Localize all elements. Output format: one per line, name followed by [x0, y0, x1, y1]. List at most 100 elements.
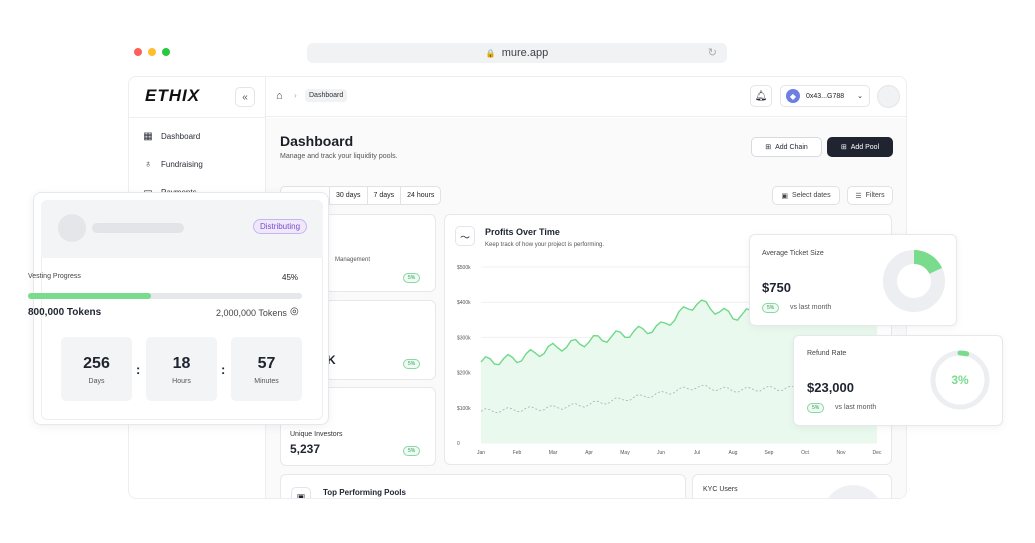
select-dates-label: Select dates: [792, 192, 831, 199]
add-pool-label: Add Pool: [850, 143, 880, 151]
select-dates-button[interactable]: ▣ Select dates: [772, 186, 840, 205]
user-avatar[interactable]: [877, 85, 900, 108]
filter-icon: ☰: [855, 192, 862, 200]
add-chain-icon: ⊞: [765, 144, 772, 151]
topbar: ⌂ › Dashboard 🔔︎ ◆ 0x43...G788 ⌄: [266, 77, 906, 117]
refund-rate-widget: Refund Rate $23,000 5% vs last month 3%: [793, 335, 1003, 426]
kyc-users-card: KYC Users: [692, 474, 892, 498]
kyc-users-title: KYC Users: [703, 486, 738, 493]
profits-chart: 0 $100k $200k $300k $400k $500k Jan Feb Mar Apr Ma…: [457, 265, 882, 456]
page-subtitle: Manage and track your liquidity pools.: [280, 153, 398, 160]
top-pools-title: Top Performing Pools: [323, 488, 406, 497]
divider: [129, 117, 266, 118]
vesting-progress-fill: [28, 293, 152, 299]
x-tick-label: Nov: [837, 450, 846, 456]
trend-badge: 5%: [403, 273, 421, 283]
add-pool-icon: ⊞: [840, 144, 847, 151]
vesting-progress-percent: 45%: [282, 273, 299, 282]
activity-icon: 〜: [455, 226, 475, 246]
chevron-down-icon: ⌄: [857, 93, 863, 100]
total-tokens: 2,000,000 Tokens: [216, 308, 287, 318]
piggy-bank-icon: ♁: [144, 159, 152, 170]
comparison-text: vs last month: [790, 304, 832, 311]
countdown-unit: Hours: [172, 378, 191, 385]
calendar-icon: ▣: [781, 192, 789, 200]
vested-tokens: 800,000 Tokens: [28, 307, 102, 318]
countdown-value: 57: [257, 355, 276, 372]
y-tick-label: $400k: [457, 300, 471, 306]
y-tick-label: $500k: [457, 265, 471, 271]
trend-badge: 5%: [807, 403, 825, 413]
countdown-value: 18: [172, 355, 191, 372]
comparison-text: vs last month: [835, 404, 877, 411]
close-dot[interactable]: [134, 48, 142, 56]
pools-icon: ▣: [291, 487, 311, 498]
tab-24-hours[interactable]: 24 hours: [400, 187, 440, 204]
address-bar[interactable]: 🔒 mure.app ↻: [307, 43, 727, 63]
sidebar-item-fundraising[interactable]: ♁ Fundraising: [143, 159, 203, 170]
home-icon[interactable]: ⌂: [276, 90, 283, 102]
wallet-address: 0x43...G788: [806, 92, 845, 100]
page-title: Dashboard: [280, 133, 354, 149]
countdown-hours: 18 Hours: [146, 337, 217, 401]
x-tick-label: Dec: [873, 450, 882, 456]
tab-30-days[interactable]: 30 days: [329, 187, 367, 204]
lock-icon: 🔒: [485, 48, 496, 58]
vesting-progress-label: Vesting Progress: [28, 273, 81, 280]
y-tick-label: $200k: [457, 371, 471, 377]
top-pools-card: ▣ Top Performing Pools: [280, 474, 686, 498]
sidebar-item-dashboard[interactable]: ▦ Dashboard: [143, 131, 200, 142]
breadcrumb-separator-icon: ›: [294, 91, 297, 100]
wallet-selector[interactable]: ◆ 0x43...G788 ⌄: [780, 85, 870, 107]
filters-button[interactable]: ☰ Filters: [847, 186, 893, 205]
date-range-tabs: 30 days 7 days 24 hours: [280, 186, 442, 205]
stat-value: 5,237: [290, 442, 321, 456]
average-ticket-widget: Average Ticket Size $750 5% vs last mont…: [749, 234, 957, 326]
vesting-body: [41, 258, 323, 420]
countdown-unit: Days: [88, 378, 105, 385]
add-pool-button[interactable]: ⊞ Add Pool: [827, 137, 893, 157]
reload-icon[interactable]: ↻: [707, 47, 717, 59]
url-text: mure.app: [501, 47, 549, 59]
ring-percent: 3%: [951, 373, 969, 387]
collapse-sidebar-button[interactable]: «: [235, 87, 255, 107]
countdown-colon: :: [136, 362, 141, 377]
trend-badge: 5%: [403, 359, 421, 369]
app-window: ETHIX « ▦ Dashboard ♁ Fundraising ▭ Paym…: [128, 76, 907, 499]
maximize-dot[interactable]: [162, 48, 170, 56]
notifications-button[interactable]: 🔔︎: [750, 85, 772, 107]
x-tick-label: Apr: [585, 450, 593, 456]
x-tick-label: Jan: [477, 450, 485, 456]
x-tick-label: Aug: [729, 450, 738, 456]
project-avatar: [58, 214, 86, 242]
breadcrumb-current[interactable]: Dashboard: [305, 89, 348, 102]
tab-7-days[interactable]: 7 days: [366, 187, 401, 204]
countdown-days: 256 Days: [61, 337, 132, 401]
ticket-value: $750: [762, 280, 791, 295]
countdown-minutes: 57 Minutes: [231, 337, 302, 401]
vesting-progress-bar: [28, 293, 302, 299]
countdown-unit: Minutes: [254, 378, 279, 385]
grid-icon: ▦: [143, 131, 153, 142]
ticket-donut: [883, 250, 945, 312]
ticket-label: Average Ticket Size: [762, 250, 824, 257]
countdown-value: 256: [83, 355, 110, 372]
ethereum-icon: ◆: [786, 89, 800, 103]
stat-label: Management: [335, 257, 371, 263]
trend-badge: 5%: [403, 446, 421, 456]
kyc-donut: [823, 485, 883, 498]
vesting-header: Distributing: [41, 200, 323, 258]
x-tick-label: Mar: [549, 450, 558, 456]
project-name-placeholder: [92, 223, 184, 233]
minimize-dot[interactable]: [148, 48, 156, 56]
y-tick-label: $300k: [457, 335, 471, 341]
stat-value: K: [327, 353, 336, 367]
window-controls: [134, 48, 170, 56]
refund-value: $23,000: [807, 380, 854, 395]
y-tick-label: $100k: [457, 406, 471, 412]
x-tick-label: Sep: [765, 450, 774, 456]
x-tick-label: May: [620, 450, 630, 456]
stat-label: Unique Investors: [290, 431, 343, 438]
add-chain-button[interactable]: ⊞ Add Chain: [751, 137, 822, 157]
filters-label: Filters: [865, 192, 885, 199]
